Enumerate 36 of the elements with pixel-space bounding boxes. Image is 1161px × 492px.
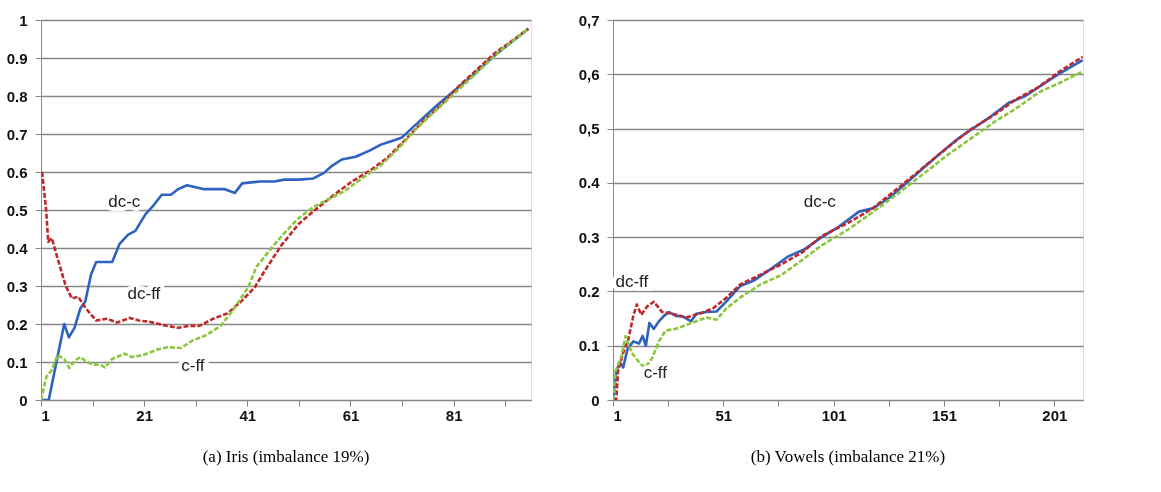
x-tick-label: 101 xyxy=(821,406,847,424)
text: (a) Iris (imbalance 19%) xyxy=(202,447,370,466)
y-tick-label: 0.3 xyxy=(578,228,600,246)
text: (b) Vowels (imbalance 21%) xyxy=(750,447,946,466)
y-tick-label: 0.1 xyxy=(578,337,600,355)
y-tick-label: 0,5 xyxy=(578,120,600,138)
x-tick-label: 1 xyxy=(41,406,50,424)
x-tick-label: 1 xyxy=(613,406,622,424)
y-tick-label: 0.9 xyxy=(6,49,28,67)
y-tick-label: 0.2 xyxy=(6,315,28,333)
y-tick-label: 0.3 xyxy=(6,277,28,295)
y-tick-label: 0,7 xyxy=(578,11,600,29)
x-tick-label: 21 xyxy=(136,406,153,424)
y-tick-label: 0.7 xyxy=(6,125,28,143)
annotation: dc-ff xyxy=(615,272,649,292)
y-tick-label: 0.5 xyxy=(6,201,28,219)
x-tick-label: 51 xyxy=(715,406,733,424)
y-tick-label: 0.1 xyxy=(6,353,28,371)
y-tick-label: 0 xyxy=(19,391,28,409)
y-tick-label: 0.4 xyxy=(578,174,601,192)
x-tick-label: 81 xyxy=(445,406,463,424)
annotation: dc-ff xyxy=(127,283,161,303)
y-tick-label: 0.8 xyxy=(6,87,28,105)
y-tick-label: 0.6 xyxy=(6,163,28,181)
y-tick-label: 0 xyxy=(591,391,600,409)
y-tick-label: 0,6 xyxy=(578,65,600,83)
x-tick-label: 61 xyxy=(342,406,360,424)
x-tick-label: 41 xyxy=(239,406,257,424)
annotation: c-ff xyxy=(643,363,668,383)
y-tick-label: 1 xyxy=(19,11,28,29)
annotation: dc-c xyxy=(803,192,837,212)
x-tick-label: 151 xyxy=(931,406,957,424)
y-tick-label: 0.2 xyxy=(578,282,600,300)
annotation: dc-c xyxy=(108,192,141,212)
x-tick-label: 201 xyxy=(1042,406,1068,424)
y-tick-label: 0.4 xyxy=(6,239,29,257)
